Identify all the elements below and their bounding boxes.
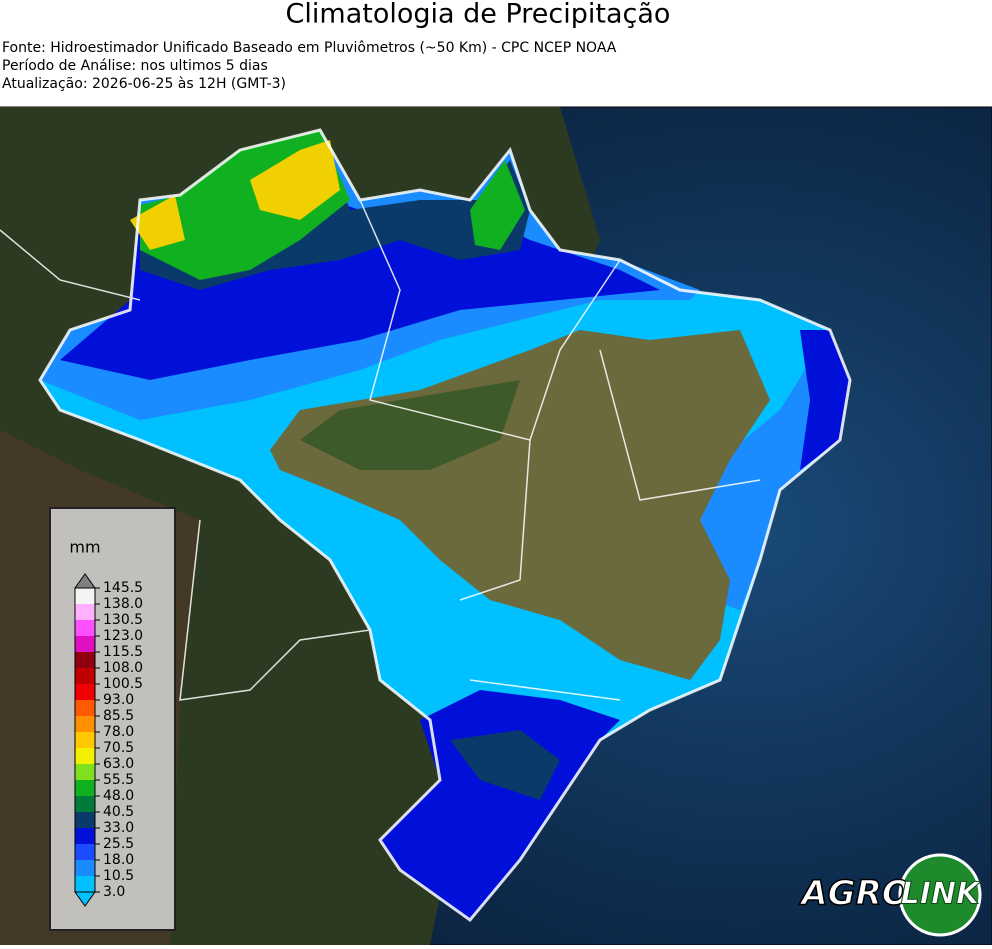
colorbar-tick-label: 85.5 [103,708,134,724]
colorbar-segment [75,860,95,876]
colorbar-tick-label: 33.0 [103,820,134,836]
colorbar-segment [75,588,95,604]
subtitle-line: Atualização: 2026-06-25 às 12H (GMT-3) [2,76,286,92]
colorbar-segment [75,876,95,892]
map [0,106,992,946]
colorbar-tick-label: 145.5 [103,580,143,596]
colorbar-tick-label: 10.5 [103,868,134,884]
colorbar-segment [75,780,95,796]
colorbar-tick-label: 25.5 [103,836,134,852]
colorbar-segment [75,636,95,652]
colorbar-segment [75,812,95,828]
colorbar-tick-label: 115.5 [103,644,143,660]
colorbar-tick-label: 100.5 [103,676,143,692]
colorbar-segment [75,796,95,812]
colorbar-segment [75,732,95,748]
colorbar-segment [75,828,95,844]
logo-text: LINK [901,877,982,912]
colorbar-tick-label: 3.0 [103,884,125,900]
colorbar-tick-label: 63.0 [103,756,134,772]
colorbar-tick-label: 130.5 [103,612,143,628]
colorbar-tick-label: 93.0 [103,692,134,708]
colorbar-segment [75,652,95,668]
colorbar-tick-label: 70.5 [103,740,134,756]
colorbar-tick-label: 55.5 [103,772,134,788]
colorbar-segment [75,764,95,780]
colorbar-tick-label: 40.5 [103,804,134,820]
colorbar-segment [75,684,95,700]
colorbar-segment [75,716,95,732]
colorbar-tick-label: 138.0 [103,596,143,612]
colorbar-segment [75,668,95,684]
colorbar-tick-label: 108.0 [103,660,143,676]
colorbar-tick-label: 123.0 [103,628,143,644]
colorbar-tick-label: 78.0 [103,724,134,740]
logo: AGRO LINK [798,853,983,937]
colorbar-segment [75,748,95,764]
legend: mm 3.010.518.025.533.040.548.055.563.070… [49,507,176,931]
colorbar-segment [75,844,95,860]
colorbar-tick-label: 48.0 [103,788,134,804]
colorbar-segment [75,700,95,716]
colorbar-frame [74,587,96,893]
legend-unit: mm [69,538,100,557]
subtitle-line: Período de Análise: nos ultimos 5 dias [2,58,268,74]
colorbar-segment [75,620,95,636]
subtitle-line: Fonte: Hidroestimador Unificado Baseado … [2,40,617,56]
logo-text: AGRO [798,874,910,914]
colorbar-segment [75,604,95,620]
colorbar-tick-label: 18.0 [103,852,134,868]
title: Climatologia de Precipitação [286,0,671,30]
